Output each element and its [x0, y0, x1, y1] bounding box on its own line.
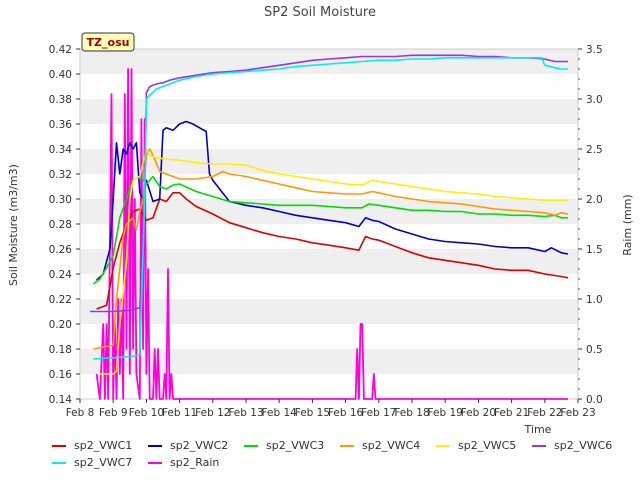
legend-item-sp2_VWC3: sp2_VWC3: [244, 439, 340, 452]
y-tick-label: 0.24: [49, 269, 73, 281]
y2-tick-label: 3.5: [586, 44, 603, 56]
chart-title: SP2 Soil Moisture: [264, 5, 376, 20]
legend: sp2_VWC1 sp2_VWC2 sp2_VWC3 sp2_VWC4 sp2_VWC5…: [52, 437, 632, 471]
x-tick-label: Feb 19: [428, 407, 463, 419]
legend-swatch: [148, 461, 162, 464]
legend-item-sp2_Rain: sp2_Rain: [148, 456, 244, 469]
y-tick-label: 0.20: [49, 319, 72, 331]
y-tick-label: 0.14: [49, 394, 73, 406]
legend-swatch: [340, 444, 354, 447]
plot-bands: [80, 49, 578, 374]
legend-item-sp2_VWC5: sp2_VWC5: [436, 439, 532, 452]
series-line-sp2_VWC5: [99, 148, 568, 375]
x-tick-label: Feb 9: [99, 407, 128, 419]
legend-label: sp2_VWC3: [266, 439, 325, 452]
legend-label: sp2_VWC5: [458, 439, 517, 452]
x-tick-label: Feb 14: [262, 407, 298, 419]
legend-row: sp2_VWC7 sp2_Rain: [52, 454, 632, 471]
y-tick-label: 0.32: [49, 169, 72, 181]
legend-label: sp2_VWC7: [74, 456, 133, 469]
legend-swatch: [148, 444, 162, 447]
y2-tick-label: 0.0: [586, 394, 603, 406]
y-axis-label: Soil Moisture (m3/m3): [7, 164, 20, 286]
x-tick-label: Feb 21: [494, 407, 529, 419]
axes: 0.14 0.16 0.18 0.20 0.22 0.24 0.26 0.28 0.30 0.32…: [49, 44, 603, 419]
x-tick-label: Feb 13: [228, 407, 263, 419]
x-tick-label: Feb 18: [394, 407, 429, 419]
series-line-sp2_VWC7: [93, 57, 568, 360]
y2-tick-label: 2.5: [586, 144, 603, 156]
legend-label: sp2_VWC4: [362, 439, 421, 452]
x-axis-label: Time: [524, 423, 552, 436]
y2-tick-label: 1.5: [586, 244, 603, 256]
series-line-sp2_VWC2: [96, 120, 569, 281]
y-tick-label: 0.30: [49, 194, 72, 206]
y-tick-label: 0.28: [49, 219, 72, 231]
legend-swatch: [436, 444, 450, 447]
plot-band: [80, 349, 578, 374]
legend-item-sp2_VWC1: sp2_VWC1: [52, 439, 148, 452]
y-tick-label: 0.26: [49, 244, 73, 256]
station-badge: TZ_osu: [81, 32, 135, 52]
x-tick-label: Feb 17: [361, 407, 396, 419]
y-tick-label: 0.40: [49, 69, 72, 81]
y-tick-label: 0.38: [49, 94, 72, 106]
x-tick-label: Feb 22: [527, 407, 562, 419]
series-line-sp2_VWC1: [96, 192, 569, 310]
y2-tick-label: 0.5: [586, 344, 603, 356]
station-badge-text: TZ_osu: [87, 36, 130, 49]
y2-tick-label: 1.0: [586, 294, 603, 306]
legend-item-sp2_VWC4: sp2_VWC4: [340, 439, 436, 452]
y-tick-label: 0.34: [49, 144, 73, 156]
y2-tick-label: 2.0: [586, 194, 603, 206]
legend-label: sp2_Rain: [170, 456, 220, 469]
y2-axis-label: Raim (mm): [621, 194, 634, 255]
legend-swatch: [52, 444, 66, 447]
legend-item-sp2_VWC2: sp2_VWC2: [148, 439, 244, 452]
legend-label: sp2_VWC2: [170, 439, 229, 452]
series-line-sp2_VWC4: [93, 148, 569, 350]
plot-band: [80, 49, 578, 74]
plot-band: [80, 299, 578, 324]
x-tick-label: Feb 20: [461, 407, 496, 419]
legend-swatch: [52, 461, 66, 464]
legend-row: sp2_VWC1 sp2_VWC2 sp2_VWC3 sp2_VWC4 sp2_VWC5…: [52, 437, 632, 454]
legend-item-sp2_VWC6: sp2_VWC6: [532, 439, 628, 452]
y-tick-label: 0.18: [49, 344, 72, 356]
plot-band: [80, 249, 578, 274]
x-tick-label: Feb 11: [162, 407, 197, 419]
x-tick-label: Feb 23: [560, 407, 595, 419]
legend-swatch: [244, 444, 258, 447]
y-tick-label: 0.22: [49, 294, 72, 306]
series-line-sp2_VWC6: [90, 54, 568, 313]
x-tick-label: Feb 12: [195, 407, 230, 419]
y-tick-label: 0.42: [49, 44, 72, 56]
y2-tick-label: 3.0: [586, 94, 603, 106]
x-tick-label: Feb 16: [328, 407, 364, 419]
legend-label: sp2_VWC6: [554, 439, 613, 452]
legend-item-sp2_VWC7: sp2_VWC7: [52, 456, 148, 469]
legend-swatch: [532, 444, 546, 447]
y-tick-label: 0.36: [49, 119, 73, 131]
x-tick-label: Feb 10: [129, 407, 164, 419]
plot-band: [80, 99, 578, 124]
plot-band: [80, 149, 578, 174]
y-tick-label: 0.16: [49, 369, 73, 381]
x-tick-label: Feb 8: [66, 407, 95, 419]
series-layer: [90, 54, 569, 400]
x-tick-label: Feb 15: [295, 407, 330, 419]
legend-label: sp2_VWC1: [74, 439, 133, 452]
